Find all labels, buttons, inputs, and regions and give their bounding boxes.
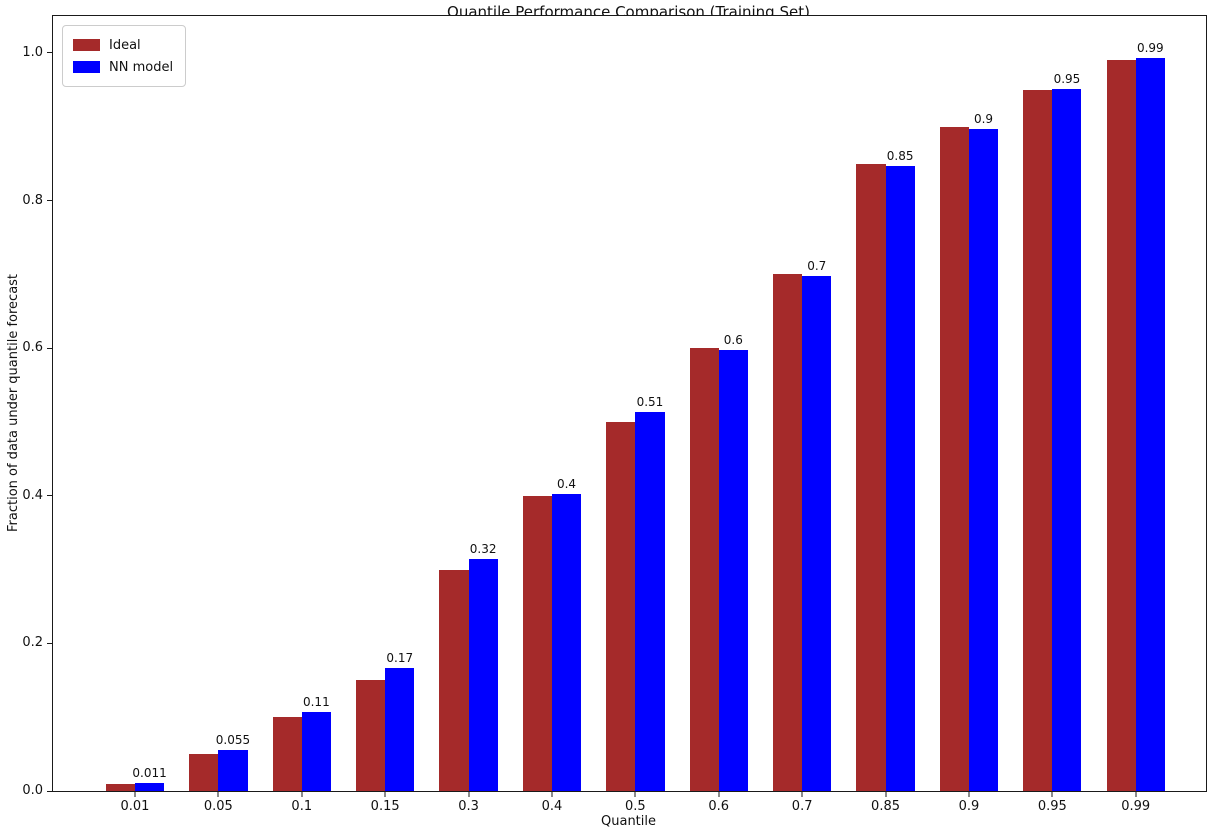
bar-ideal (856, 163, 886, 791)
x-tick-label: 0.9 (958, 799, 980, 814)
legend: Ideal NN model (62, 25, 187, 87)
bar-nn-model (718, 350, 748, 791)
x-tick-mark (384, 791, 386, 797)
bar-nn-model (301, 712, 331, 791)
bar-nn-model (885, 165, 915, 791)
y-tick-label: 0.4 (22, 487, 43, 503)
bar-ideal (522, 495, 552, 791)
x-axis-label: Quantile (601, 814, 656, 829)
legend-item-nn-model: NN model (73, 56, 173, 78)
bar-value-label: 0.7 (807, 258, 827, 273)
y-tick-mark (47, 347, 53, 349)
y-tick-label: 0.6 (22, 340, 43, 356)
bar-value-label: 0.51 (636, 395, 664, 410)
legend-label-nn-model: NN model (109, 59, 174, 75)
x-tick-mark (885, 791, 887, 797)
y-tick-mark (47, 495, 53, 497)
x-tick-mark (551, 791, 553, 797)
bar-value-label: 0.32 (469, 541, 497, 556)
x-tick-mark (468, 791, 470, 797)
x-tick-label: 0.95 (1037, 799, 1067, 814)
plot-area: Ideal NN model 0.0 0.2 0.4 0.6 0.8 1.0 0.011 0.… (22, 15, 1207, 814)
bar-value-label: 0.4 (556, 476, 577, 491)
x-tick-label: 0.01 (120, 799, 150, 814)
y-tick-label: 0.8 (22, 192, 43, 208)
bar-ideal (105, 783, 135, 791)
y-axis-label: Fraction of data under quantile forecast (6, 273, 21, 532)
x-tick-label: 0.7 (791, 799, 813, 814)
bar-ideal (772, 274, 803, 791)
bar-nn-model (802, 275, 832, 791)
x-tick-mark (718, 791, 720, 797)
bar-nn-model (218, 750, 248, 791)
bar-ideal (939, 126, 969, 791)
bar-ideal (189, 754, 219, 791)
bar-ideal (355, 680, 386, 791)
x-tick-mark (134, 791, 136, 797)
bar-nn-model (551, 493, 582, 791)
x-tick-label: 0.1 (291, 799, 313, 814)
bar-value-label: 0.11 (302, 695, 330, 710)
y-tick-mark (47, 52, 53, 54)
legend-label-ideal: Ideal (109, 37, 141, 53)
y-tick-mark (47, 642, 53, 644)
x-tick-mark (634, 791, 636, 797)
legend-item-ideal: Ideal (73, 34, 173, 56)
bar-ideal (689, 348, 719, 791)
bar-value-label: 0.17 (386, 651, 414, 666)
x-tick-mark (1051, 791, 1053, 797)
bar-nn-model (1135, 58, 1165, 791)
x-tick-label: 0.3 (458, 799, 479, 814)
bar-nn-model (1052, 89, 1082, 791)
legend-swatch-ideal-icon (73, 39, 100, 51)
x-tick-mark (801, 791, 803, 797)
bar-ideal (439, 569, 469, 791)
legend-swatch-nn-model-icon (73, 61, 100, 73)
y-tick-label: 0.2 (22, 635, 43, 651)
bar-value-label: 0.95 (1053, 72, 1081, 87)
bar-nn-model (385, 668, 415, 791)
bar-value-label: 0.055 (215, 733, 251, 748)
bar-ideal (272, 717, 302, 791)
x-tick-mark (301, 791, 303, 797)
y-tick-mark (47, 790, 53, 792)
x-tick-label: 0.99 (1121, 799, 1151, 814)
bar-nn-model (635, 412, 665, 791)
bar-nn-model (134, 782, 165, 791)
bar-value-label: 0.85 (886, 148, 914, 163)
x-tick-label: 0.85 (871, 799, 901, 814)
x-tick-label: 0.15 (370, 799, 400, 814)
y-tick-mark (47, 200, 53, 202)
bar-ideal (606, 421, 636, 791)
x-tick-mark (1135, 791, 1137, 797)
bar-nn-model (968, 128, 999, 791)
bar-value-label: 0.011 (132, 765, 167, 780)
bar-value-label: 0.99 (1136, 41, 1164, 56)
bar-ideal (1106, 60, 1136, 791)
bar-nn-model (468, 558, 498, 791)
bar-value-label: 0.9 (973, 111, 994, 126)
x-tick-label: 0.05 (203, 799, 233, 814)
x-tick-label: 0.4 (541, 799, 563, 814)
x-tick-label: 0.5 (625, 799, 646, 814)
bar-ideal (1023, 89, 1053, 791)
bar-value-label: 0.6 (723, 333, 743, 348)
x-tick-label: 0.6 (708, 799, 730, 814)
x-tick-mark (217, 791, 219, 797)
y-tick-label: 1.0 (22, 44, 43, 60)
y-tick-label: 0.0 (22, 783, 43, 798)
x-tick-mark (968, 791, 970, 797)
